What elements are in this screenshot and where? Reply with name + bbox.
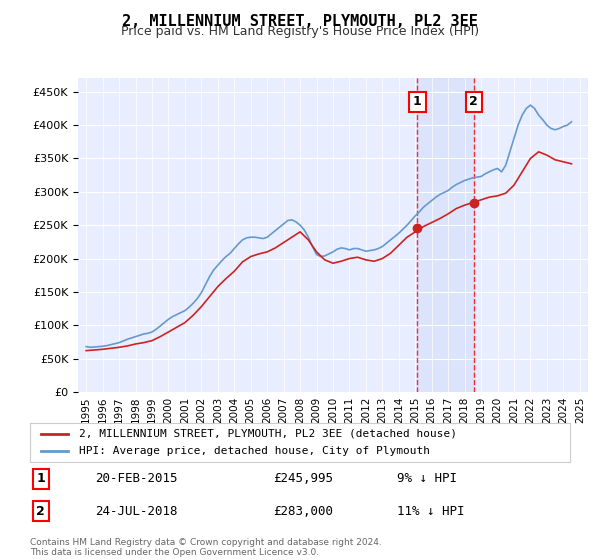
Text: 20-FEB-2015: 20-FEB-2015	[95, 473, 178, 486]
Text: Price paid vs. HM Land Registry's House Price Index (HPI): Price paid vs. HM Land Registry's House …	[121, 25, 479, 38]
Text: 1: 1	[37, 473, 45, 486]
Text: 2, MILLENNIUM STREET, PLYMOUTH, PL2 3EE (detached house): 2, MILLENNIUM STREET, PLYMOUTH, PL2 3EE …	[79, 429, 457, 439]
Text: 2: 2	[37, 505, 45, 517]
Text: 2: 2	[469, 95, 478, 108]
Text: 24-JUL-2018: 24-JUL-2018	[95, 505, 178, 517]
Text: Contains HM Land Registry data © Crown copyright and database right 2024.
This d: Contains HM Land Registry data © Crown c…	[30, 538, 382, 557]
Text: 11% ↓ HPI: 11% ↓ HPI	[397, 505, 465, 517]
Text: 9% ↓ HPI: 9% ↓ HPI	[397, 473, 457, 486]
Text: 2, MILLENNIUM STREET, PLYMOUTH, PL2 3EE: 2, MILLENNIUM STREET, PLYMOUTH, PL2 3EE	[122, 14, 478, 29]
Bar	[418, 78, 474, 392]
Text: £245,995: £245,995	[273, 473, 333, 486]
Text: £283,000: £283,000	[273, 505, 333, 517]
Text: HPI: Average price, detached house, City of Plymouth: HPI: Average price, detached house, City…	[79, 446, 430, 456]
Text: 1: 1	[413, 95, 422, 108]
